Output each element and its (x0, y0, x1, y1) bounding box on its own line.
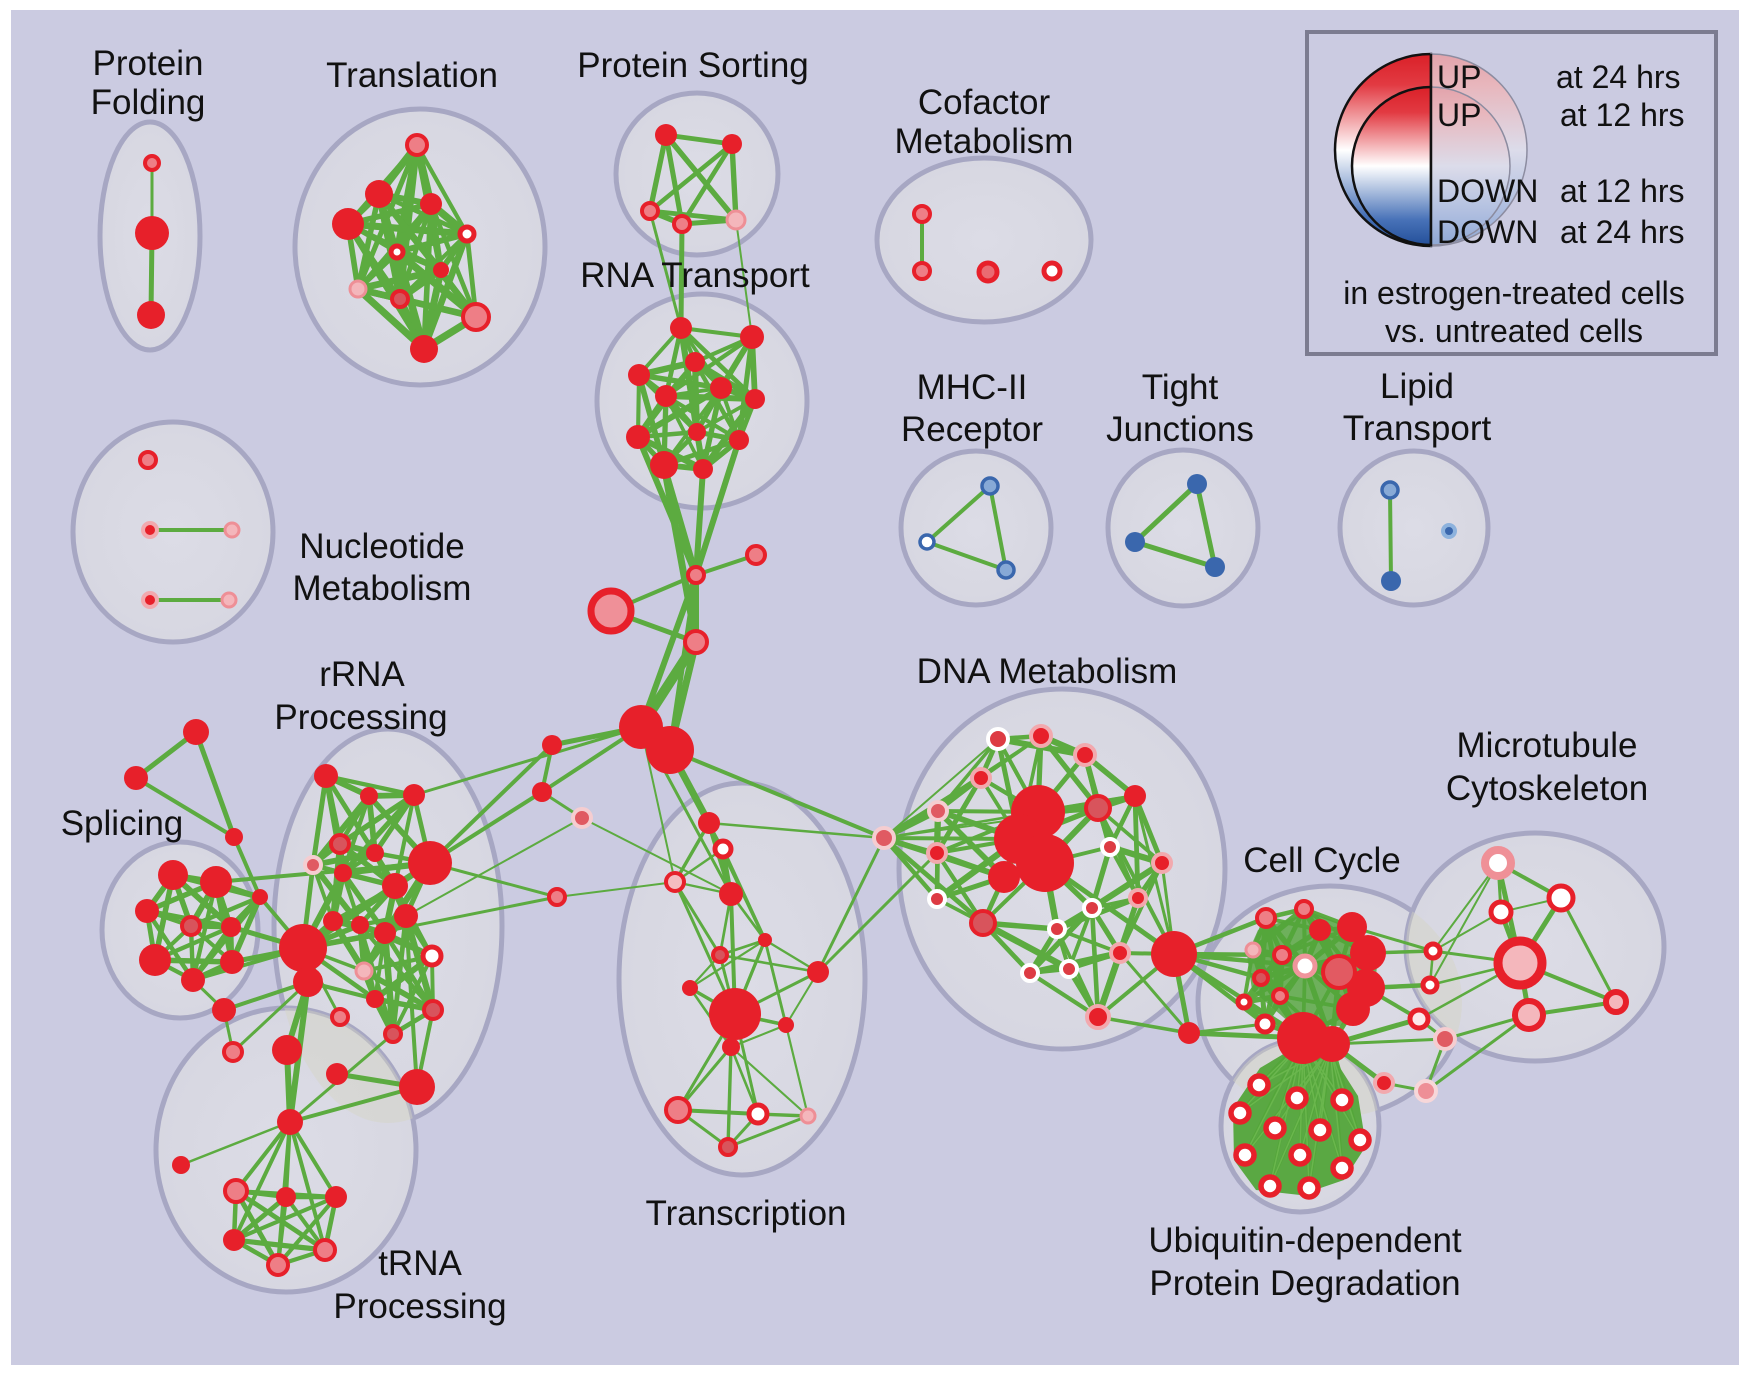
svg-text:DOWN: DOWN (1437, 214, 1538, 250)
svg-text:Tight: Tight (1142, 368, 1219, 407)
svg-text:Protein Degradation: Protein Degradation (1149, 1264, 1460, 1303)
svg-text:Ubiquitin-dependent: Ubiquitin-dependent (1148, 1221, 1462, 1260)
svg-text:Cytoskeleton: Cytoskeleton (1446, 769, 1648, 808)
svg-text:Transport: Transport (1343, 409, 1492, 448)
svg-text:Metabolism: Metabolism (895, 122, 1074, 161)
svg-text:rRNA: rRNA (319, 655, 405, 694)
svg-text:UP: UP (1437, 59, 1481, 95)
svg-text:at 24 hrs: at 24 hrs (1556, 59, 1681, 95)
svg-text:Nucleotide: Nucleotide (299, 527, 464, 566)
svg-text:Processing: Processing (274, 698, 447, 737)
svg-text:Receptor: Receptor (901, 410, 1043, 449)
svg-text:in estrogen-treated cells: in estrogen-treated cells (1343, 275, 1685, 311)
svg-text:Metabolism: Metabolism (293, 569, 472, 608)
svg-text:Cofactor: Cofactor (918, 83, 1051, 122)
svg-text:Lipid: Lipid (1380, 367, 1454, 406)
svg-text:at 24 hrs: at 24 hrs (1560, 214, 1685, 250)
svg-text:vs. untreated cells: vs. untreated cells (1385, 313, 1643, 349)
svg-text:tRNA: tRNA (378, 1244, 462, 1283)
svg-text:Microtubule: Microtubule (1457, 726, 1638, 765)
svg-text:Transcription: Transcription (646, 1194, 847, 1233)
svg-text:Processing: Processing (333, 1287, 506, 1326)
svg-text:at 12 hrs: at 12 hrs (1560, 97, 1685, 133)
svg-text:at 12 hrs: at 12 hrs (1560, 173, 1685, 209)
svg-text:DNA Metabolism: DNA Metabolism (917, 652, 1178, 691)
svg-text:RNA Transport: RNA Transport (580, 256, 810, 295)
svg-text:UP: UP (1437, 97, 1481, 133)
svg-text:Protein: Protein (93, 44, 204, 83)
svg-text:Junctions: Junctions (1106, 410, 1254, 449)
svg-text:Cell Cycle: Cell Cycle (1243, 841, 1401, 880)
svg-text:Folding: Folding (91, 83, 206, 122)
svg-text:Splicing: Splicing (61, 804, 184, 843)
svg-text:Translation: Translation (326, 56, 498, 95)
svg-text:MHC-II: MHC-II (917, 368, 1028, 407)
svg-text:Protein Sorting: Protein Sorting (577, 46, 809, 85)
svg-text:DOWN: DOWN (1437, 173, 1538, 209)
